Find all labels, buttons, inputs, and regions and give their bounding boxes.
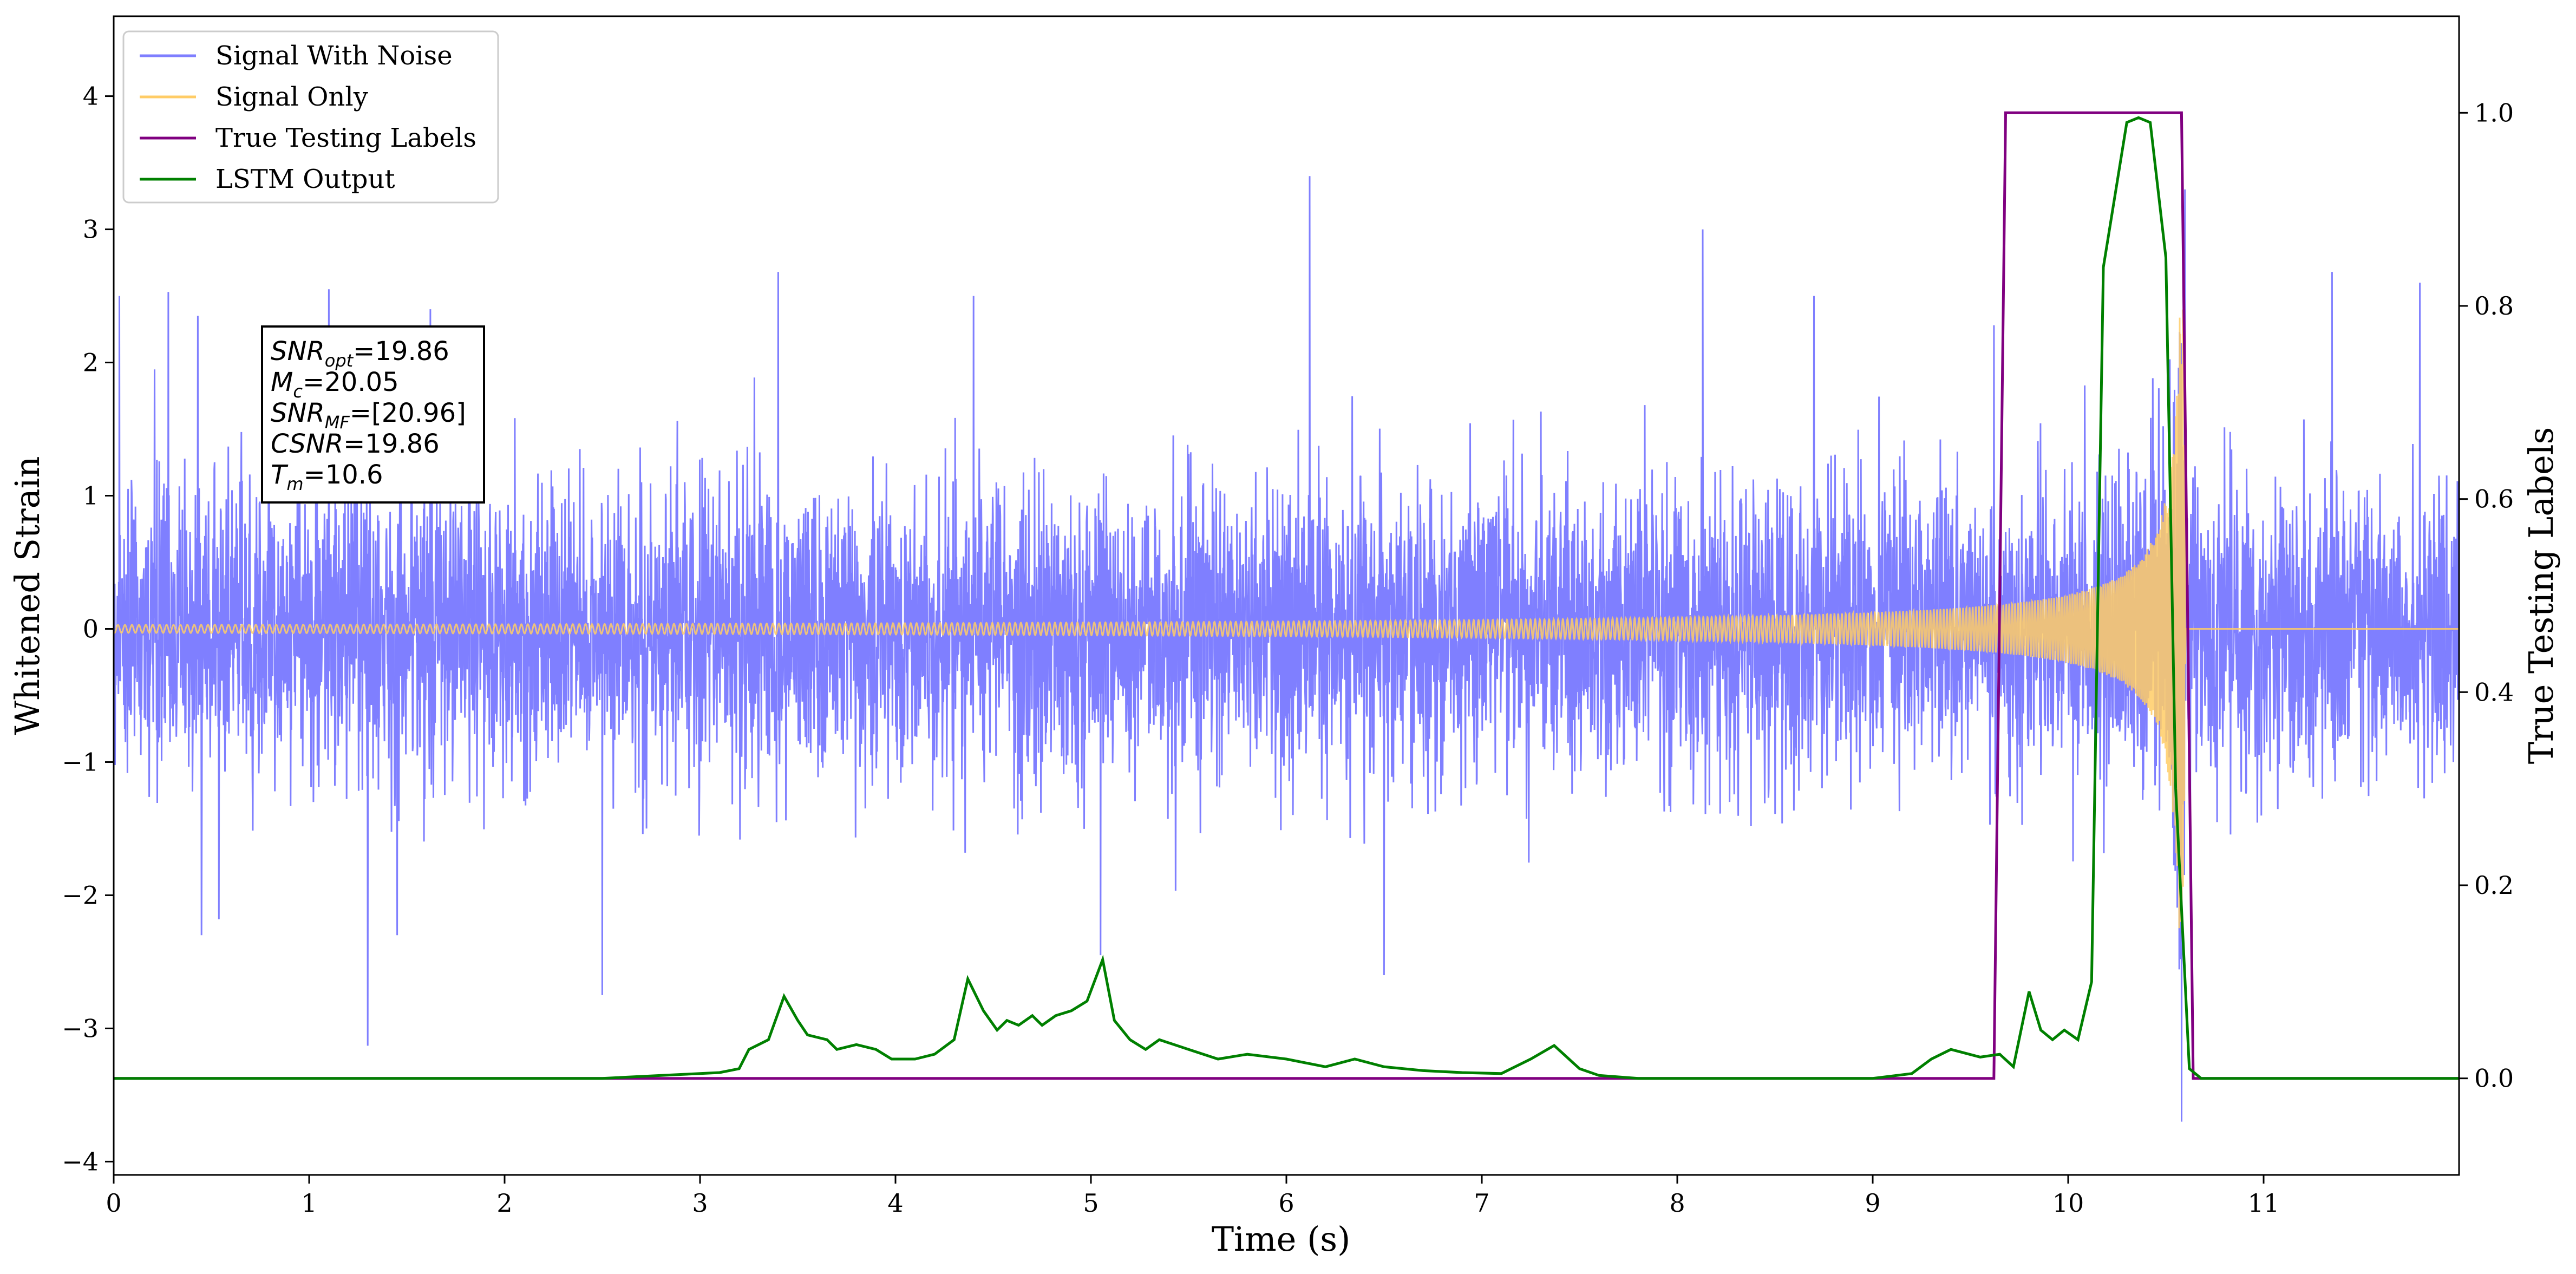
legend-frame (122, 30, 499, 204)
x-tick-label: 11 (2248, 1188, 2280, 1218)
legend-label: LSTM Output (215, 164, 395, 194)
y-tick-label: −4 (62, 1147, 99, 1176)
y2-tick-label: 0.6 (2474, 485, 2514, 514)
y2-axis-title: True Testing Labels (2521, 427, 2561, 765)
x-tick-label: 10 (2052, 1188, 2084, 1218)
x-tick-label: 7 (1474, 1188, 1489, 1218)
y-tick-label: −3 (62, 1014, 99, 1043)
y-tick-label: 4 (83, 82, 99, 111)
x-tick-label: 9 (1865, 1188, 1880, 1218)
annotation-box: SNRopt=19.86Mc=20.05SNRMF=[20.96]CSNR=19… (261, 325, 485, 504)
legend: Signal With Noise Signal Only True Testing… (122, 30, 499, 204)
plot-data-layer (113, 111, 2460, 1122)
annotation-line: Mc=20.05 (271, 367, 399, 402)
y2-tick-label: 1.0 (2474, 98, 2514, 127)
x-tick-label: 0 (106, 1188, 121, 1218)
legend-label: Signal Only (215, 82, 368, 112)
y2-tick-label: 0.2 (2474, 871, 2514, 900)
annotation-lines: SNRopt=19.86Mc=20.05SNRMF=[20.96]CSNR=19… (271, 336, 466, 494)
annotation-frame (261, 325, 485, 504)
x-axis-title: Time (s) (1212, 1219, 1351, 1259)
series-lstm-output (114, 116, 2459, 1080)
y-tick-label: 1 (83, 481, 99, 511)
y-tick-label: 0 (83, 614, 99, 643)
annotation-line: Tm=10.6 (271, 460, 383, 494)
annotation-line: SNRMF=[20.96] (271, 398, 466, 433)
x-tick-label: 4 (887, 1188, 903, 1218)
legend-items: Signal With Noise Signal Only True Testing… (140, 41, 476, 194)
y-tick-label: 2 (83, 348, 99, 377)
annotation-line: CSNR=19.86 (271, 429, 440, 459)
y2-tick-label: 0.0 (2474, 1064, 2514, 1093)
y2-tick-label: 0.8 (2474, 291, 2514, 321)
x-tick-label: 3 (692, 1188, 708, 1218)
y-tick-label: −2 (62, 880, 99, 910)
x-tick-label: 8 (1669, 1188, 1685, 1218)
ticks-layer: 0 1 2 3 4 5 6 7 8 9 10 11 −4 −3 −2 −1 0 1 2 3 4 0.0 0.2 0.4 0.6 0… (62, 82, 2514, 1218)
y-tick-label: −1 (62, 747, 99, 776)
x-tick-label: 6 (1278, 1188, 1294, 1218)
legend-label: True Testing Labels (215, 123, 476, 153)
x-tick-label: 5 (1083, 1188, 1099, 1218)
legend-label: Signal With Noise (215, 41, 453, 71)
x-tick-label: 1 (301, 1188, 317, 1218)
series-signal-only (113, 309, 2459, 929)
y-tick-label: 3 (83, 215, 99, 244)
y2-tick-label: 0.4 (2474, 677, 2514, 707)
annotation-line: SNRopt=19.86 (271, 336, 449, 371)
y-axis-title: Whitened Strain (8, 456, 47, 735)
x-tick-label: 2 (496, 1188, 512, 1218)
